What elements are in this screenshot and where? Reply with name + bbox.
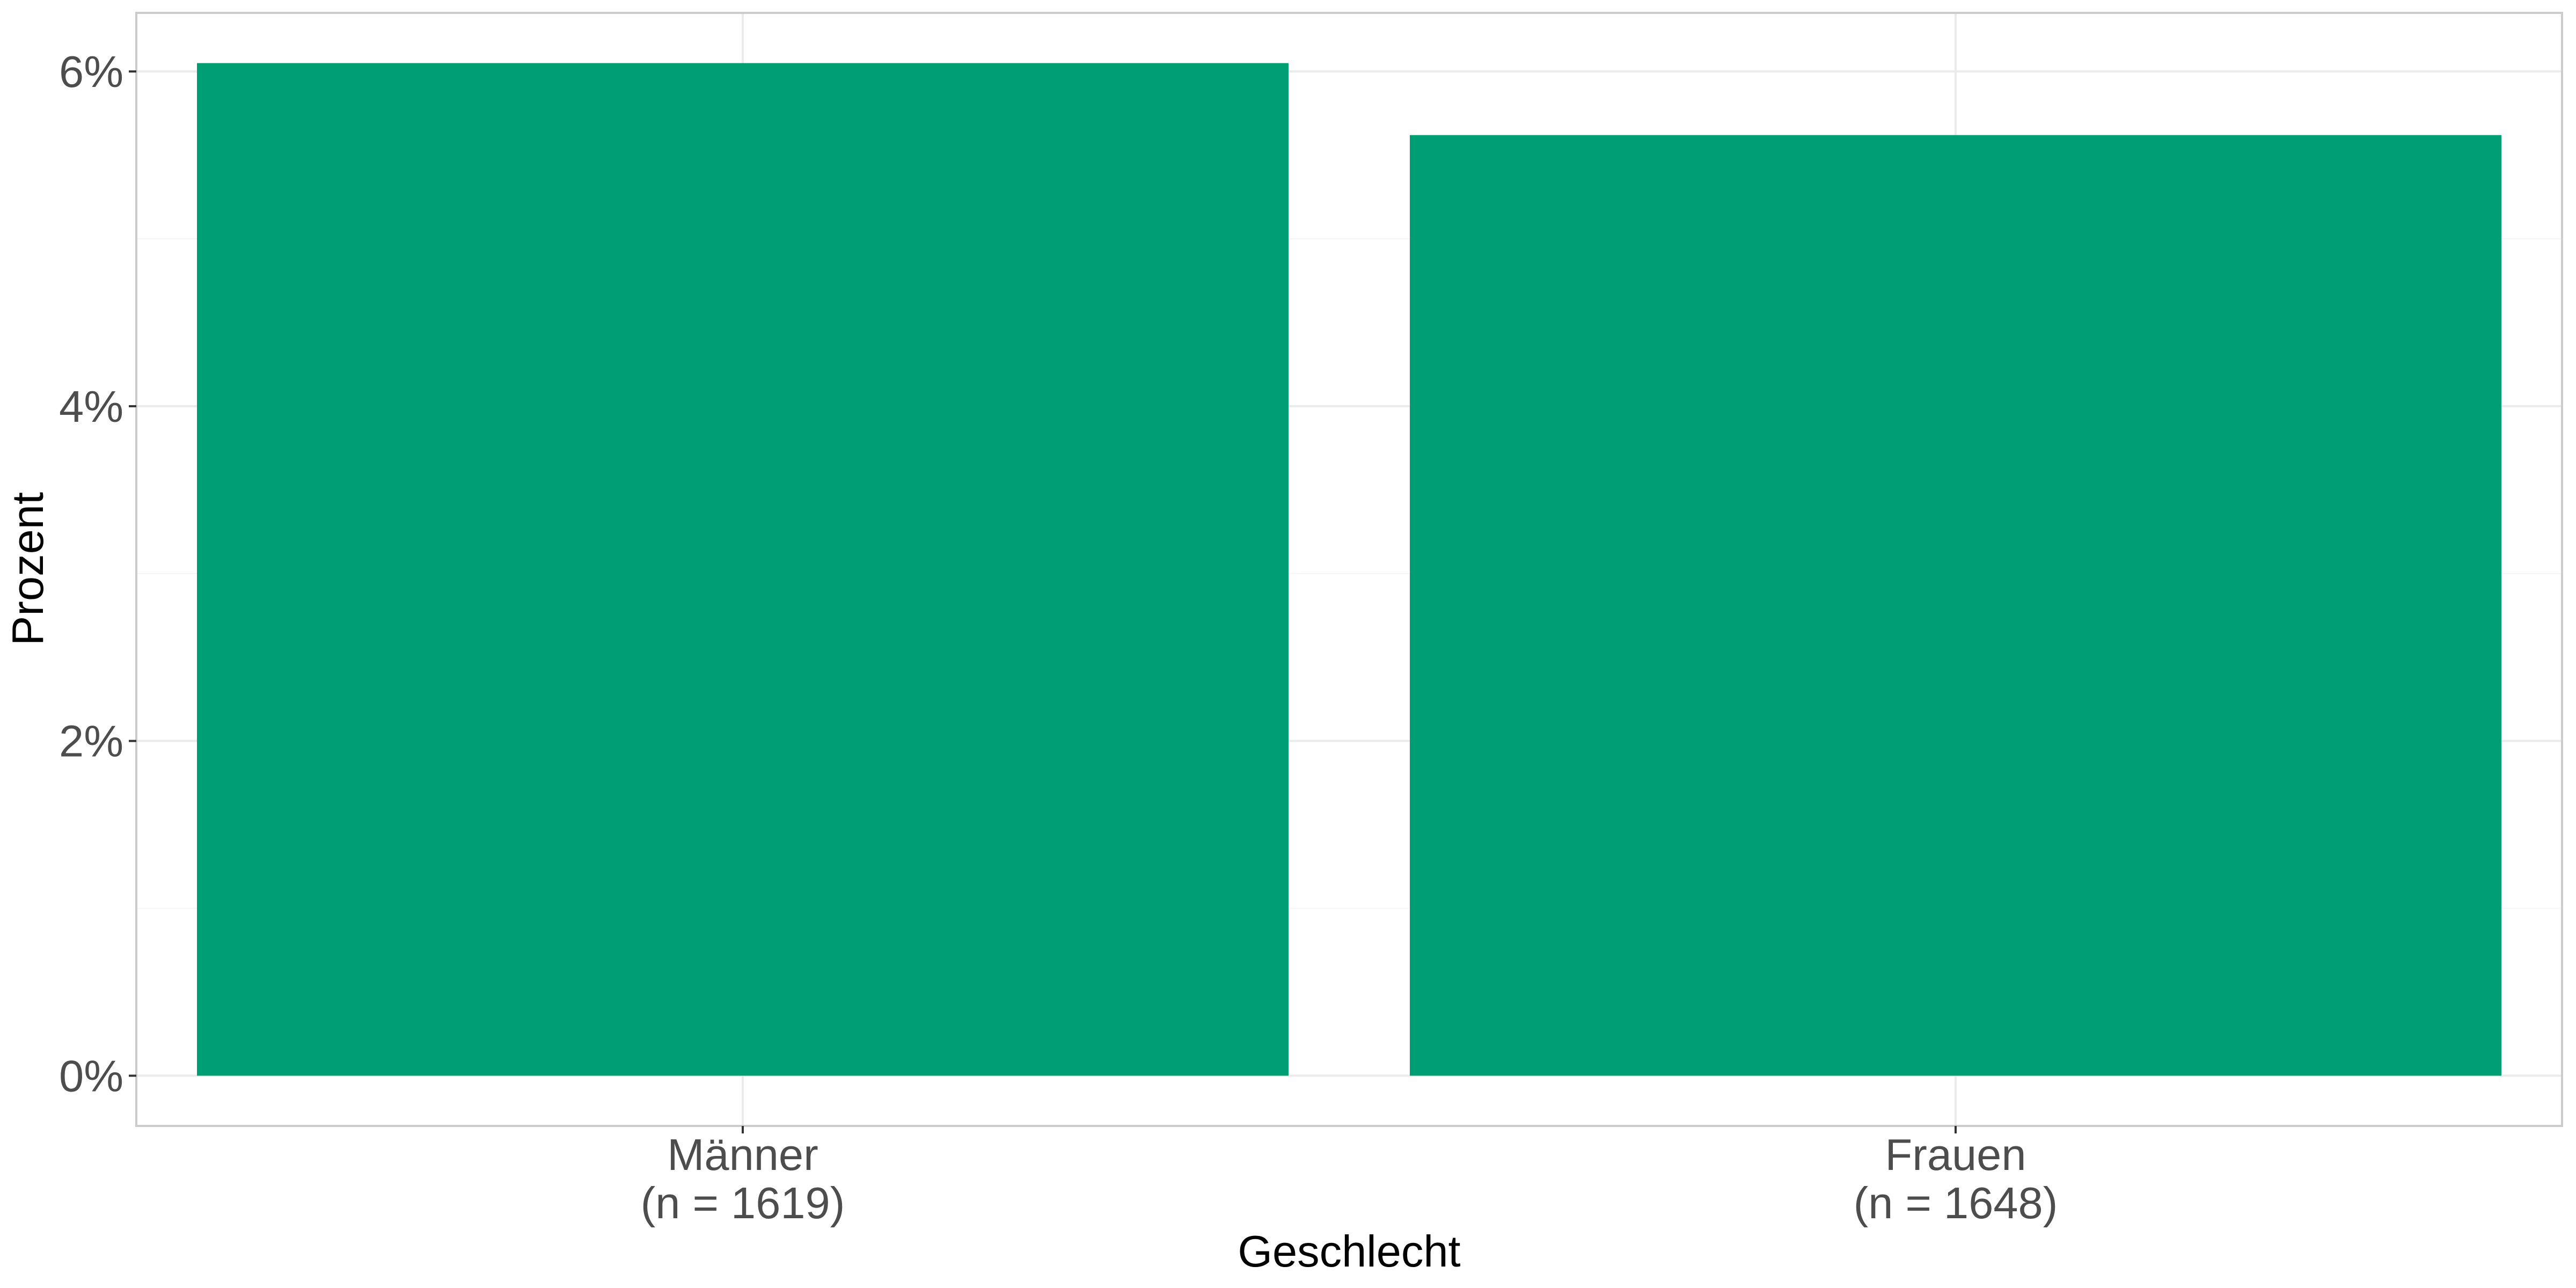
x-tick-sublabel: (n = 1648) xyxy=(1854,1178,2058,1228)
y-tick-label: 4% xyxy=(59,382,123,431)
bars xyxy=(197,63,2501,1076)
axis-ticks xyxy=(129,70,1957,1133)
x-tick-label: Frauen xyxy=(1885,1130,2026,1180)
y-tick-label: 0% xyxy=(59,1051,123,1101)
y-tick-label: 2% xyxy=(59,716,123,766)
bar-frauen xyxy=(1410,135,2501,1076)
x-tick-label: Männer xyxy=(667,1130,818,1180)
x-tick-sublabel: (n = 1619) xyxy=(641,1178,845,1228)
bar-männer xyxy=(197,63,1289,1076)
x-axis-title: Geschlecht xyxy=(1238,1226,1460,1276)
tick-labels: 0% 2% 4% 6% Männer(n = 1619) Frauen(n = 1648) xyxy=(59,47,2058,1228)
panel-border xyxy=(135,12,2563,1127)
y-axis-title: Prozent xyxy=(3,492,53,646)
y-tick-label: 6% xyxy=(59,47,123,97)
